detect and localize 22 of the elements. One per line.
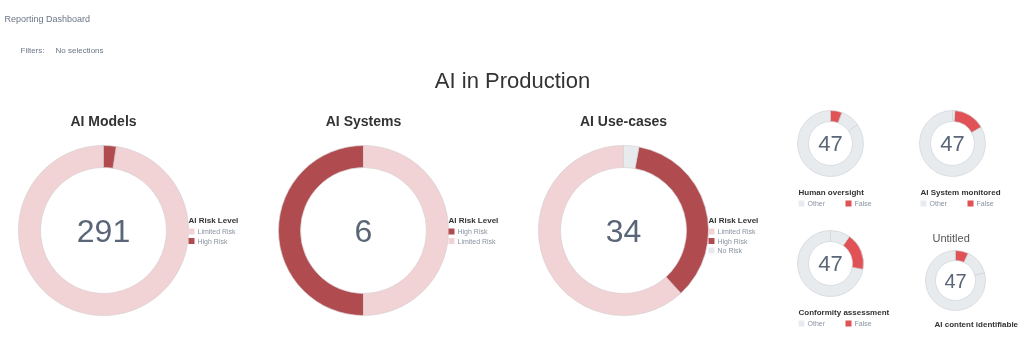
text: 47 — [944, 269, 967, 292]
text: 34 — [605, 212, 642, 249]
legend-title: AI System monitored — [920, 188, 1001, 197]
legend-title: AI Risk Level — [188, 216, 239, 225]
text: 47 — [940, 131, 965, 156]
chart-title: AI Models — [70, 112, 137, 129]
legend-title: Conformity assessment — [798, 308, 890, 317]
chart-title: AI Use-cases — [579, 112, 668, 129]
text: 6 — [354, 212, 373, 249]
legend-title: AI content identifiable — [934, 320, 1019, 329]
legend-title: AI Risk Level — [708, 216, 759, 225]
text: 291 — [76, 212, 131, 249]
text: 47 — [818, 131, 843, 156]
text: Reporting Dashboard — [4, 13, 91, 24]
legend-title: Human oversight — [798, 188, 865, 197]
legend-title: AI Risk Level — [448, 216, 499, 225]
text: 47 — [818, 251, 843, 276]
text: No selections — [55, 46, 104, 55]
text: AI in Production — [434, 68, 591, 93]
chart-title: Untitled — [932, 231, 970, 244]
text: Filters: — [20, 46, 45, 55]
chart-title: AI Systems — [325, 112, 402, 129]
